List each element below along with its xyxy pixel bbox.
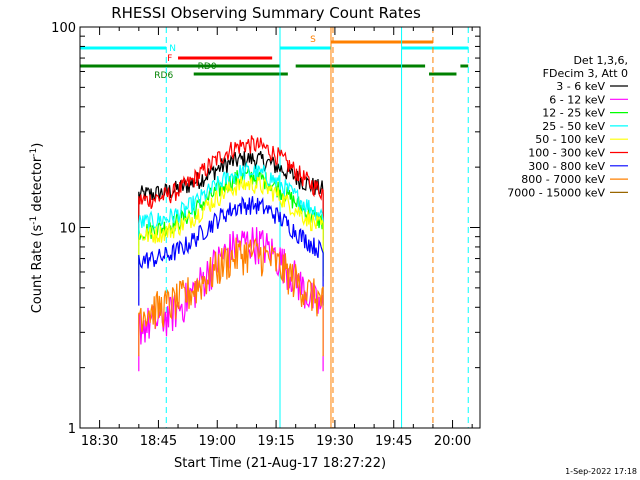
x-tick-label-2: 19:00 bbox=[199, 434, 236, 449]
flag-label-S: S bbox=[310, 35, 316, 45]
legend-label-1: 6 - 12 keV bbox=[549, 93, 605, 106]
y-axis-label: Count Rate (s-1 detector-1) bbox=[29, 143, 45, 314]
y-tick-label-2: 100 bbox=[51, 21, 76, 36]
flag-bars: N S F RD0 RD6 bbox=[80, 35, 469, 81]
legend-header-0: Det 1,3,6, bbox=[573, 54, 628, 67]
legend-label-6: 300 - 800 keV bbox=[528, 160, 605, 173]
series-4 bbox=[138, 175, 324, 282]
legend-header-1: FDecim 3, Att 0 bbox=[543, 67, 628, 80]
x-axis-label: Start Time (21-Aug-17 18:27:22) bbox=[174, 456, 386, 471]
series-7 bbox=[138, 237, 324, 357]
legend-label-7: 800 - 7000 keV bbox=[521, 173, 605, 186]
flag-label-RD0: RD0 bbox=[198, 62, 217, 72]
series-1 bbox=[138, 135, 324, 246]
legend-label-5: 100 - 300 keV bbox=[528, 147, 605, 160]
flag-label-F: F bbox=[167, 54, 172, 64]
y-tick-label-1: 10 bbox=[59, 222, 76, 237]
chart-title: RHESSI Observing Summary Count Rates bbox=[111, 4, 421, 22]
legend-label-3: 25 - 50 keV bbox=[542, 120, 605, 133]
data-series bbox=[138, 135, 324, 372]
x-tick-label-5: 19:45 bbox=[375, 434, 412, 449]
flag-label-N: N bbox=[169, 44, 176, 54]
x-tick-label-6: 20:00 bbox=[434, 434, 471, 449]
x-tick-label-4: 19:30 bbox=[316, 434, 353, 449]
series-6 bbox=[138, 195, 324, 306]
series-3 bbox=[138, 161, 324, 268]
footer-timestamp: 1-Sep-2022 17:18 bbox=[565, 467, 637, 476]
x-tick-label-3: 19:15 bbox=[257, 434, 294, 449]
legend-label-8: 7000 - 15000 keV bbox=[507, 186, 605, 199]
legend-label-2: 12 - 25 keV bbox=[542, 107, 605, 120]
legend-label-4: 50 - 100 keV bbox=[535, 133, 605, 146]
y-axis-ticks: 1 10 100 bbox=[51, 21, 480, 437]
flag-label-RD6: RD6 bbox=[154, 71, 173, 81]
y-tick-label-0: 1 bbox=[68, 422, 76, 437]
x-axis-ticks: 18:30 18:45 19:00 19:15 19:30 19:45 20:00 bbox=[79, 27, 473, 449]
x-tick-label-1: 18:45 bbox=[140, 434, 177, 449]
legend-label-0: 3 - 6 keV bbox=[556, 80, 605, 93]
x-tick-label-0: 18:30 bbox=[81, 434, 118, 449]
